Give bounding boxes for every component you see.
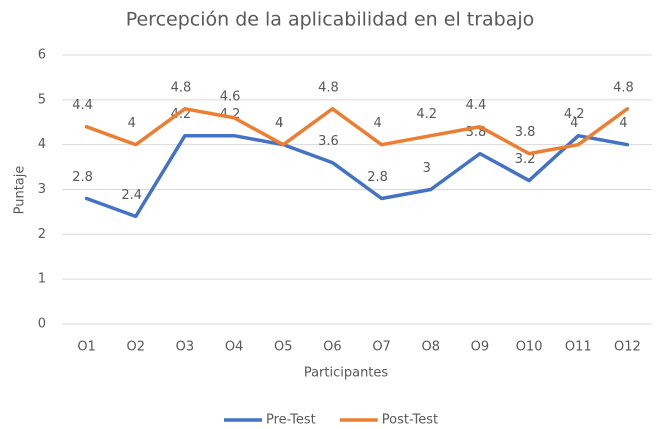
data-label: 4.6 bbox=[220, 89, 241, 104]
y-axis-label: Puntaje bbox=[13, 166, 28, 215]
data-label: 4 bbox=[128, 116, 136, 131]
data-label: 2.8 bbox=[72, 170, 93, 185]
x-tick-label: O7 bbox=[372, 340, 391, 355]
x-tick-label: O3 bbox=[176, 340, 195, 355]
data-label: 4 bbox=[619, 116, 627, 131]
x-tick-label: O6 bbox=[323, 340, 342, 355]
legend-label: Pre-Test bbox=[266, 413, 316, 428]
data-label: 4.8 bbox=[171, 80, 192, 95]
data-label: 4 bbox=[373, 116, 381, 131]
x-tick-label: O2 bbox=[126, 340, 145, 355]
series-line bbox=[84, 107, 630, 156]
y-tick-label: 1 bbox=[38, 272, 46, 287]
x-tick-label: O5 bbox=[274, 340, 293, 355]
y-tick-label: 5 bbox=[38, 92, 46, 107]
data-label: 3.2 bbox=[515, 152, 536, 167]
y-tick-label: 4 bbox=[38, 137, 46, 152]
data-label: 3 bbox=[423, 161, 431, 176]
x-tick-label: O11 bbox=[565, 340, 592, 355]
legend-label: Post-Test bbox=[382, 413, 438, 428]
x-tick-label: O12 bbox=[614, 340, 641, 355]
x-tick-label: O9 bbox=[471, 340, 490, 355]
data-label: 4.2 bbox=[564, 107, 585, 122]
data-label: 3.8 bbox=[515, 125, 536, 140]
x-tick-label: O8 bbox=[421, 340, 440, 355]
data-label: 4 bbox=[570, 116, 578, 131]
y-tick-label: 3 bbox=[38, 182, 46, 197]
data-label: 2.8 bbox=[367, 170, 388, 185]
data-label: 4.2 bbox=[171, 107, 192, 122]
x-tick-label: O4 bbox=[225, 340, 244, 355]
data-label: 4.4 bbox=[466, 98, 487, 113]
data-label: 4.4 bbox=[72, 98, 93, 113]
data-label: 4.2 bbox=[416, 107, 437, 122]
y-tick-label: 6 bbox=[38, 48, 46, 63]
y-tick-label: 2 bbox=[38, 227, 46, 242]
data-label: 4 bbox=[275, 116, 283, 131]
data-label: 2.4 bbox=[121, 188, 142, 203]
data-label: 4.8 bbox=[613, 80, 634, 95]
series-line bbox=[84, 133, 630, 219]
x-axis-label: Participantes bbox=[304, 366, 389, 381]
x-tick-label: O10 bbox=[516, 340, 543, 355]
chart-title: Percepción de la aplicabilidad en el tra… bbox=[126, 9, 535, 31]
data-label: 3.6 bbox=[318, 134, 339, 149]
data-label: 4 bbox=[275, 116, 283, 131]
x-tick-label: O1 bbox=[77, 340, 96, 355]
data-label: 4.8 bbox=[318, 80, 339, 95]
y-tick-label: 0 bbox=[38, 317, 46, 332]
